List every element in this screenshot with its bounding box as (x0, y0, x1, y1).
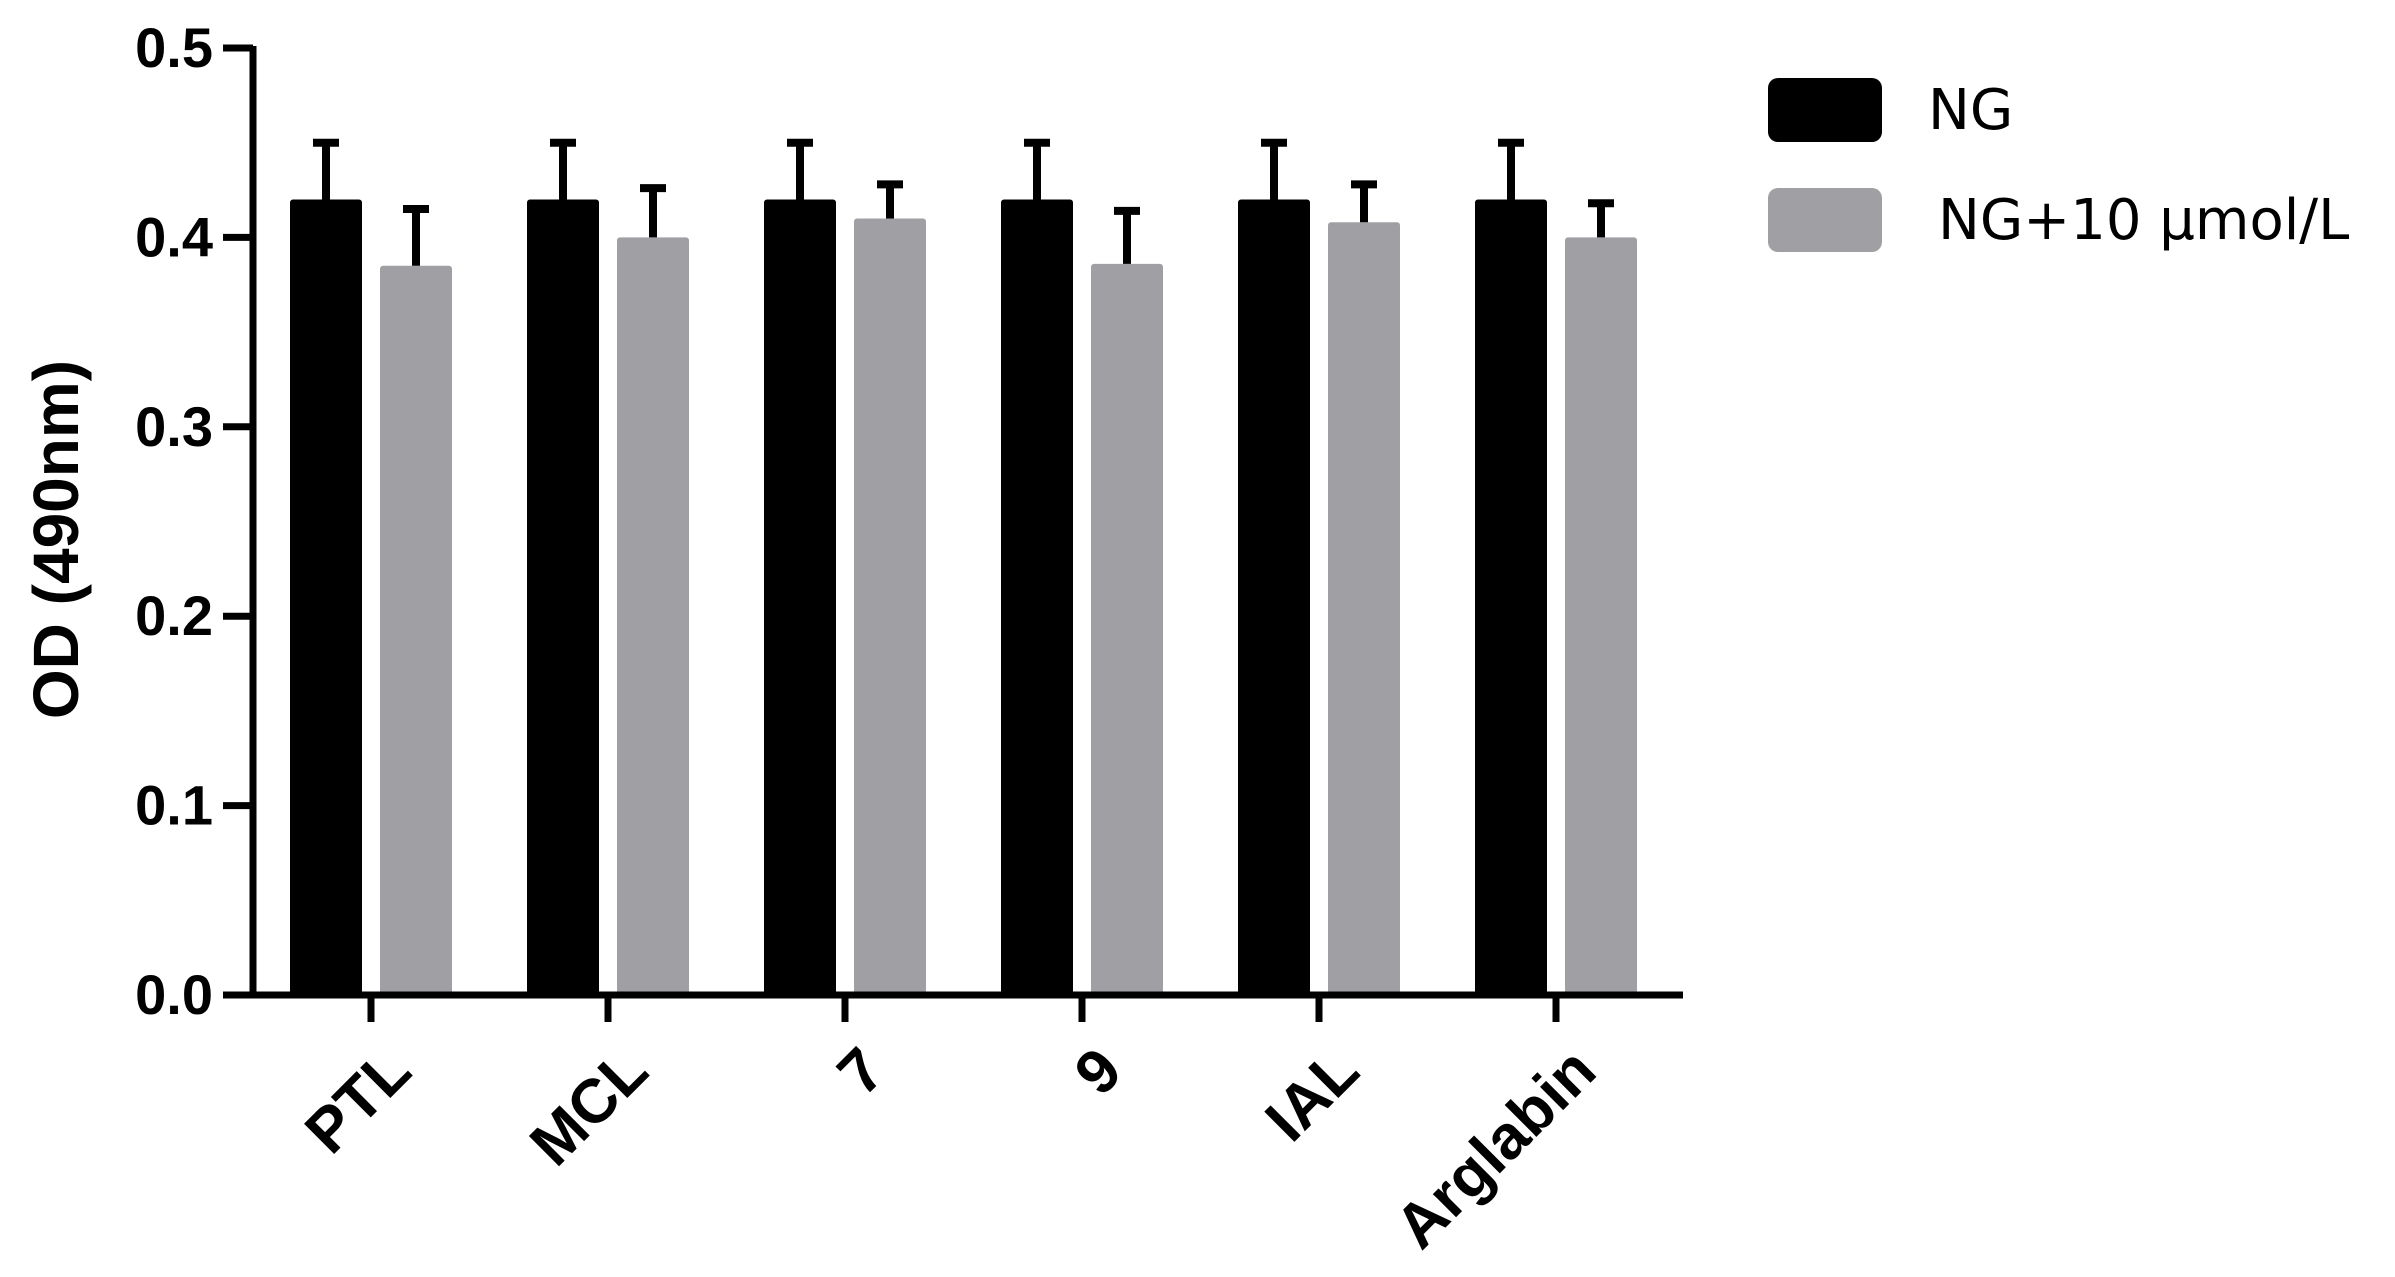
x-tick-label: IAL (1253, 1035, 1372, 1154)
y-axis-title: OD (490nm) (20, 360, 92, 719)
legend-label-ng: NG (1928, 78, 2013, 143)
bar-ng-10umol-ptl (380, 265, 452, 995)
bar-ng-10umol-mcl (617, 237, 689, 995)
y-tick-label: 0.5 (135, 16, 213, 79)
legend-swatch-ng (1768, 78, 1882, 142)
bar-ng-10umol-ial (1328, 222, 1400, 996)
bar-ng-mcl (527, 199, 599, 995)
bar-ng-ptl (290, 199, 362, 995)
bar-ng-arglabin (1475, 199, 1547, 995)
x-tick-label: 9 (1062, 1035, 1135, 1108)
x-tick-label: 7 (825, 1035, 898, 1108)
y-tick-label: 0.3 (135, 395, 213, 458)
axes-layer (249, 46, 1683, 999)
y-ticks: 0.0 0.1 0.2 0.3 0.4 0.5 (135, 16, 253, 1026)
legend-label-ng-10umol: NG+10 μmol/L (1938, 188, 2349, 253)
bar-ng-ial (1238, 199, 1310, 995)
x-tick-label: MCL (517, 1035, 661, 1179)
x-ticks: PTL MCL 7 9 IAL Arglabin (292, 995, 1609, 1262)
bar-ng-10umol-9 (1091, 263, 1163, 995)
legend-swatch-ng-10umol (1768, 188, 1882, 252)
legend: NG NG+10 μmol/L (1768, 78, 2349, 253)
y-tick-label: 0.2 (135, 584, 213, 647)
bar-ng-7 (764, 199, 836, 995)
bar-ng-10umol-arglabin (1565, 237, 1637, 995)
y-tick-label: 0.1 (135, 774, 213, 837)
x-tick-label: PTL (292, 1035, 424, 1167)
bar-ng-9 (1001, 199, 1073, 995)
error-bars-layer (313, 138, 1614, 266)
bar-ng-10umol-7 (854, 218, 926, 995)
y-tick-label: 0.4 (135, 205, 213, 268)
bars-layer (290, 199, 1637, 996)
x-tick-label: Arglabin (1382, 1035, 1609, 1262)
y-tick-label: 0.0 (135, 963, 213, 1026)
